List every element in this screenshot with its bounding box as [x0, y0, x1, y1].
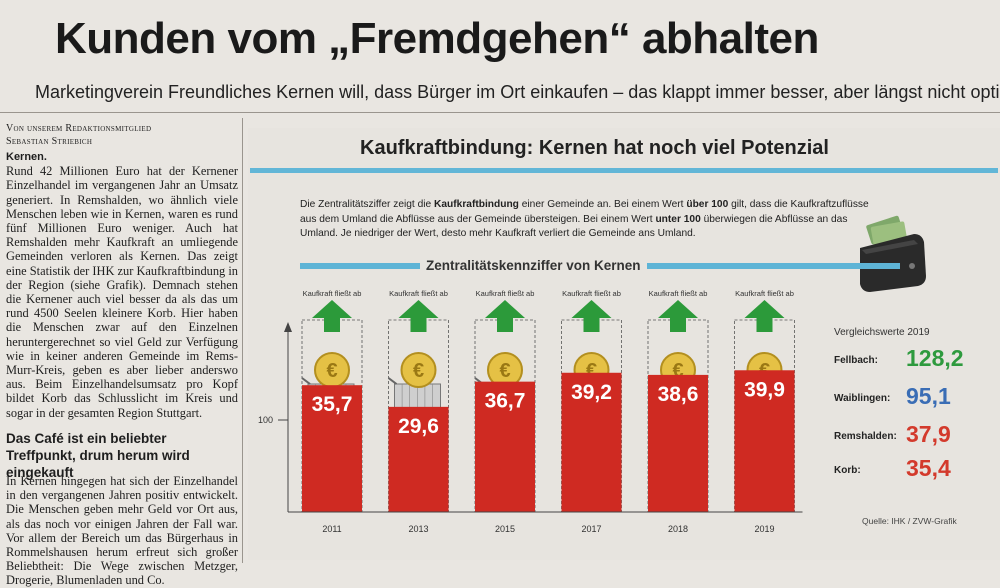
bar	[561, 372, 622, 512]
comparison-value: 37,9	[906, 421, 951, 447]
annotation-label: Kaufkraft fließt ab	[562, 289, 621, 298]
comparison-label: Remshalden:	[834, 431, 897, 442]
y-axis-arrow	[284, 322, 292, 332]
paragraph-2: In Kernen hingegen hat sich der Einzelha…	[6, 474, 238, 588]
up-arrow-icon	[485, 300, 525, 332]
euro-sign-icon: €	[326, 360, 337, 382]
up-arrow-icon	[398, 300, 439, 332]
infographic-panel	[248, 128, 1000, 560]
bar-chart: 100 € Kaufkraft fließt ab 35,7 2011 € Kaufkraf…	[258, 289, 803, 534]
euro-coin-icon	[400, 352, 437, 388]
data-label: 29,6	[398, 415, 439, 438]
x-tick-label: 2019	[754, 524, 774, 534]
source-note: Quelle: IHK / ZVW-Grafik	[862, 516, 957, 526]
annotation-label: Kaufkraft fließt ab	[735, 289, 794, 298]
data-label: 39,2	[571, 381, 612, 404]
cart-handle-icon	[387, 377, 398, 385]
up-arrow-icon	[658, 300, 698, 332]
x-tick-label: 2017	[581, 524, 601, 534]
comparison-value: 35,4	[906, 455, 951, 481]
subheading: Das Café ist ein beliebter Treffpunkt, d…	[6, 431, 190, 480]
comparison-value: 95,1	[906, 383, 951, 409]
byline-role: Von unserem Redaktionsmitglied	[6, 123, 152, 134]
article-body: Kernen. Rund 42 Millionen Euro hat der K…	[6, 150, 238, 420]
up-arrow-icon	[571, 300, 612, 332]
info-text-3: gilt, dass die Kaufkraftzuflüsse aus dem…	[300, 199, 869, 225]
graphic-explanation: Die Zentralitätsziffer zeigt die Kaufkra…	[300, 198, 880, 242]
data-label: 36,7	[485, 390, 526, 413]
x-tick-label: 2011	[322, 524, 341, 534]
comparison-value: 128,2	[906, 345, 964, 371]
annotation-label: Kaufkraft fließt ab	[649, 289, 708, 298]
wallet-icon	[860, 215, 926, 292]
data-label: 35,7	[312, 393, 353, 416]
headline: Kunden vom „Fremdgehen“ abhalten	[55, 14, 819, 63]
comparison-title: Vergleichswerte 2019	[834, 327, 930, 338]
bar	[734, 370, 795, 512]
dateline: Kernen.	[6, 151, 47, 163]
annotation-label: Kaufkraft fließt ab	[476, 289, 535, 298]
title-bar	[250, 168, 998, 173]
paragraph-1: Rund 42 Millionen Euro hat der Kernener …	[6, 164, 238, 420]
bar	[388, 406, 449, 512]
info-text-1: Die Zentralitätsziffer zeigt die	[300, 199, 435, 210]
bar	[302, 385, 362, 512]
bar	[648, 374, 708, 512]
y-tick-label: 100	[258, 415, 273, 425]
x-tick-label: 2013	[408, 524, 428, 534]
data-label: 38,6	[658, 383, 699, 406]
cart-handle-icon	[301, 377, 311, 385]
bar	[475, 381, 535, 512]
euro-sign-icon: €	[413, 360, 424, 382]
x-tick-label: 2015	[495, 524, 515, 534]
euro-sign-icon: €	[499, 360, 510, 382]
byline-author: Sebastian Striebich	[6, 136, 93, 147]
header-rule	[0, 112, 1000, 113]
up-arrow-icon	[744, 300, 785, 332]
article-body-2: In Kernen hingegen hat sich der Einzelha…	[6, 474, 238, 588]
info-text-2: einer Gemeinde an. Bei einem Wert	[518, 199, 687, 210]
subline: Marketingverein Freundliches Kernen will…	[35, 82, 1000, 102]
x-tick-label: 2018	[668, 524, 688, 534]
data-label: 39,9	[744, 378, 785, 401]
graphic-title: Kaufkraftbindung: Kernen hat noch viel P…	[360, 137, 829, 159]
chart-title: Zentralitätskennziffer von Kernen	[420, 258, 647, 273]
byline: Von unserem Redaktionsmitglied Sebastian…	[6, 122, 151, 148]
info-bold-2: über 100	[686, 199, 729, 210]
column-divider	[242, 118, 243, 563]
up-arrow-icon	[312, 300, 352, 332]
info-text-4: überwiegen die Abflüsse an das Umland. J…	[300, 213, 848, 240]
annotation-label: Kaufkraft fließt ab	[389, 289, 448, 298]
annotation-label: Kaufkraft fließt ab	[303, 289, 362, 298]
euro-sign-icon: €	[672, 360, 683, 382]
info-bold-3: unter 100	[655, 213, 701, 225]
euro-sign-icon: €	[586, 360, 597, 382]
comparison-label: Fellbach:	[834, 355, 878, 366]
comparison-label: Waiblingen:	[834, 393, 891, 404]
comparison-label: Korb:	[834, 465, 861, 476]
info-bold-1: Kaufkraftbindung	[434, 199, 519, 210]
